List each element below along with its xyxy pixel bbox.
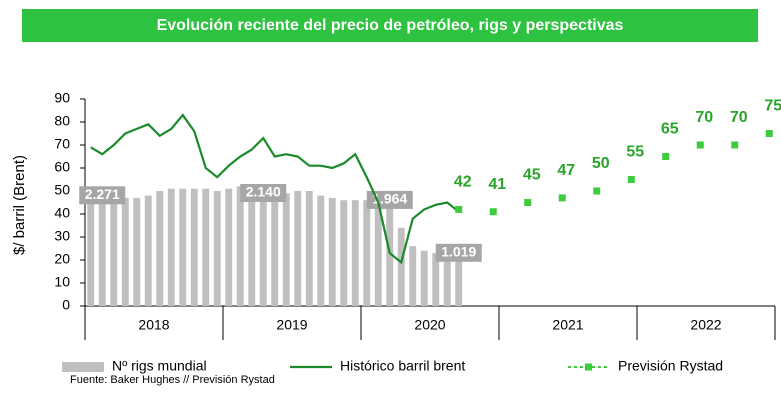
forecast-label: 42 [454,174,472,191]
bar [455,255,463,306]
y-axis-label: $/ barril (Brent) [11,155,28,255]
legend-label: Nº rigs mundial [112,358,207,374]
bar [213,191,221,306]
bar [202,188,210,306]
bar [397,227,405,306]
bar [87,193,95,306]
bar [121,197,129,306]
year-label: 2022 [690,317,721,333]
bar-label-box [435,243,482,262]
bar [271,193,279,306]
y-tick-label: 20 [54,251,70,267]
year-label: 2021 [552,317,583,333]
forecast-point [558,194,566,202]
bar [156,191,164,306]
bar [133,197,141,306]
bar-label-box [240,184,287,202]
legend-label: Previsión Rystad [618,358,723,374]
bar [282,193,290,306]
year-label: 2019 [276,317,307,333]
forecast-point [524,199,532,206]
forecast-point [627,176,635,183]
bar [236,186,244,306]
bar-label: 1.019 [441,244,476,260]
forecast-label: 50 [592,155,610,172]
forecast-point [593,187,601,195]
y-tick-label: 80 [54,113,70,129]
forecast-label: 70 [695,109,713,126]
bar [225,188,233,306]
bar [167,188,175,306]
bar [110,193,118,306]
y-tick-label: 70 [54,136,70,152]
bar [259,195,267,306]
y-tick-label: 60 [54,159,70,175]
bar [305,191,313,306]
bar [98,188,106,306]
forecast-point [489,208,497,216]
forecast-point [731,141,739,149]
forecast-label: 41 [488,176,506,193]
bar [144,195,152,306]
bar-label: 2.140 [246,184,281,200]
bar-label-box [79,186,126,205]
forecast-label: 70 [730,109,748,126]
forecast-label: 75 [764,98,781,115]
bar [443,250,451,306]
y-tick-label: 90 [54,90,70,106]
bar [420,250,428,306]
bar-label: 2.271 [85,186,120,202]
source: Fuente: Baker Hughes // Previsión Rystad [70,374,275,386]
bar [248,191,256,306]
bar [432,253,440,306]
bar [190,188,198,306]
y-tick-label: 0 [62,297,70,313]
forecast-point [765,130,773,137]
bar [351,200,359,306]
y-tick-label: 50 [54,182,70,198]
bar [374,197,382,306]
legend-label: Histórico barril brent [340,358,465,374]
bar [363,200,371,306]
bar [317,195,325,306]
forecast-label: 65 [661,121,679,138]
bar [179,188,187,306]
forecast-label: 55 [626,144,644,161]
bar [328,197,336,306]
bar [386,204,394,306]
bar [409,246,417,306]
forecast-point [696,141,704,149]
year-label: 2018 [138,317,169,333]
forecast-point [662,153,670,160]
y-tick-label: 10 [54,274,70,290]
title-banner [22,9,758,42]
brent-line [90,113,460,265]
legend-swatch [62,362,104,372]
forecast-label: 47 [557,162,575,179]
y-tick-label: 30 [54,228,70,244]
bar [294,191,302,306]
bar [340,200,348,306]
forecast-label: 45 [523,167,541,184]
chart-title: Evolución reciente del precio de petróle… [157,17,624,34]
y-tick-label: 40 [54,205,70,221]
year-label: 2020 [414,317,445,333]
bar-label: 1.964 [372,191,407,207]
forecast-point [455,205,463,213]
legend-swatch [585,363,592,371]
